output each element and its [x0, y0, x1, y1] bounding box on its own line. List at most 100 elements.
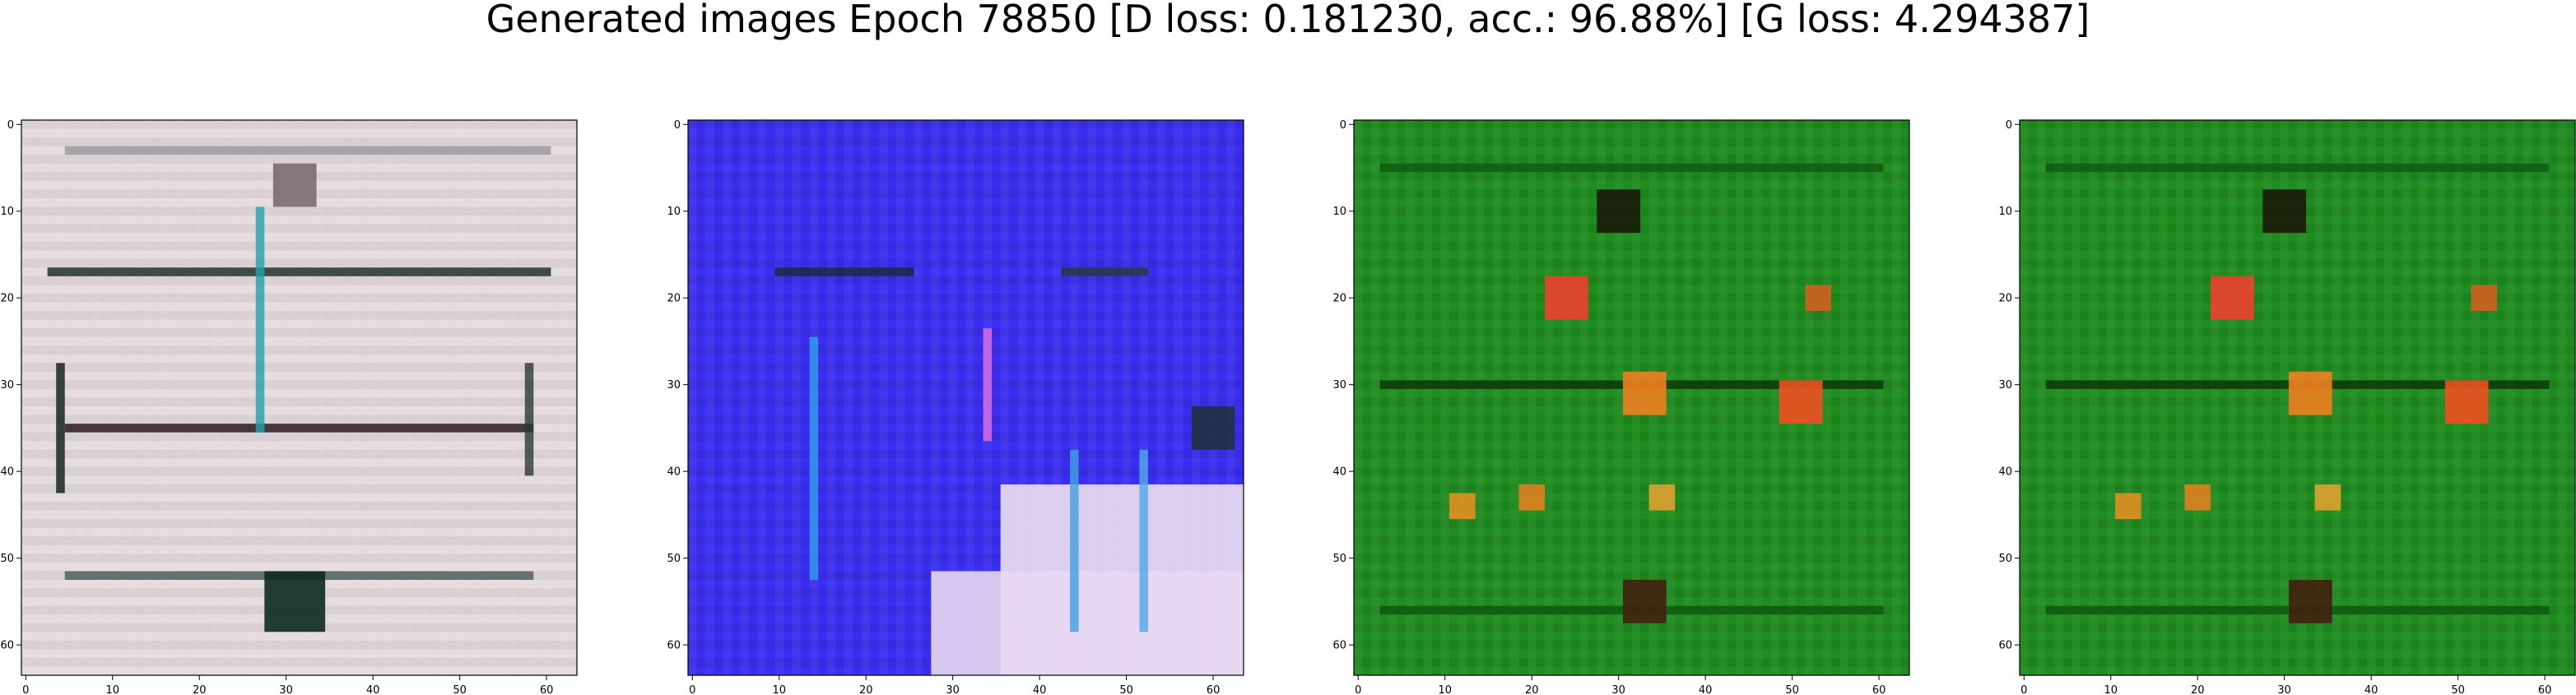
y-tick-label: 50: [1332, 553, 1346, 565]
pixel-col-shade: [368, 120, 378, 675]
pixel-row-shade: [2020, 623, 2575, 632]
pixel-row-shade: [688, 519, 1244, 528]
pixel-col-shade: [1527, 120, 1537, 675]
pixel-row-shade: [1354, 293, 1909, 303]
pixel-row-shade: [21, 536, 577, 545]
x-tick-label: 20: [2191, 684, 2205, 695]
pixel-col-shade: [1354, 120, 1363, 675]
pixel-col-shade: [2037, 120, 2046, 675]
y-tick-label: 50: [0, 553, 14, 565]
pixel-row-shade: [688, 224, 1244, 234]
pixel-col-shade: [333, 120, 343, 675]
pixel-col-shade: [2505, 120, 2515, 675]
x-tick-label: 20: [193, 684, 207, 695]
image-blob: [2471, 285, 2498, 312]
pixel-row-shade: [688, 363, 1244, 372]
y-tick-label: 60: [1998, 640, 2012, 652]
pixel-col-shade: [1562, 120, 1571, 675]
pixel-row-shade: [2020, 536, 2575, 545]
pixel-col-shade: [826, 120, 836, 675]
pixel-row-shade: [21, 657, 577, 667]
y-tick-label: 50: [1998, 553, 2012, 565]
x-tick-label: 40: [1699, 684, 1713, 695]
pixel-col-shade: [774, 120, 784, 675]
pixel-row-shade: [688, 484, 1244, 493]
pixel-row-shade: [688, 554, 1244, 563]
pixel-col-shade: [2262, 120, 2271, 675]
y-tick-label: 20: [667, 293, 681, 305]
pixel-col-shade: [1174, 120, 1183, 675]
y-tick-label: 60: [667, 640, 681, 652]
pixel-col-shade: [212, 120, 221, 675]
pixel-row-shade: [21, 502, 577, 511]
image-stripe-vertical: [255, 206, 265, 433]
y-tick-label: 60: [1332, 640, 1346, 652]
pixel-row-shade: [21, 554, 577, 563]
pixel-col-shade: [1492, 120, 1502, 675]
pixel-col-shade: [403, 120, 412, 675]
pixel-col-shade: [472, 120, 481, 675]
image-blob: [2444, 380, 2489, 424]
image-blob: [264, 571, 326, 632]
x-tick-label: 50: [453, 684, 467, 695]
pixel-col-shade: [1753, 120, 1762, 675]
pixel-col-shade: [948, 120, 957, 675]
pixel-row-shade: [1354, 519, 1909, 528]
pixel-col-shade: [281, 120, 291, 675]
pixel-row-shade: [688, 258, 1244, 268]
pixel-row-shade: [688, 328, 1244, 337]
pixel-row-shade: [21, 449, 577, 459]
pixel-col-shade: [1423, 120, 1432, 675]
pixel-row-shade: [1354, 432, 1909, 442]
pixel-row-shade: [1354, 241, 1909, 251]
y-tick-label: 0: [1340, 119, 1346, 132]
y-tick-label: 40: [667, 466, 681, 479]
x-tick-label: 50: [2451, 684, 2465, 695]
pixel-row-shade: [2020, 120, 2575, 129]
pixel-row-shade: [21, 415, 577, 424]
pixel-row-shade: [21, 380, 577, 389]
pixel-col-shade: [2540, 120, 2550, 675]
y-tick-label: 0: [2006, 119, 2012, 132]
pixel-row-shade: [2020, 311, 2575, 320]
pixel-col-shade: [177, 120, 187, 675]
pixel-row-shade: [688, 293, 1244, 303]
pixel-col-shade: [2488, 120, 2498, 675]
pixel-col-shade: [1139, 120, 1148, 675]
pixel-col-shade: [2523, 120, 2532, 675]
pixel-row-shade: [1354, 276, 1909, 285]
y-tick-label: 30: [1998, 379, 2012, 392]
pixel-row-shade: [688, 120, 1244, 129]
pixel-col-shade: [160, 120, 170, 675]
pixel-row-shade: [21, 241, 577, 251]
x-tick-label: 0: [1355, 684, 1361, 695]
pixel-col-shade: [73, 120, 82, 675]
pixel-col-shade: [1052, 120, 1062, 675]
x-tick-label: 60: [1207, 684, 1221, 695]
image-blob: [272, 163, 317, 207]
x-tick-label: 20: [1525, 684, 1539, 695]
pixel-col-shade: [879, 120, 888, 675]
pixel-row-shade: [21, 224, 577, 234]
x-tick-label: 50: [1785, 684, 1799, 695]
y-tick-label: 30: [667, 379, 681, 392]
pixel-col-shade: [2366, 120, 2376, 675]
pixel-row-shade: [21, 640, 577, 650]
pixel-row-shade: [21, 311, 577, 320]
pixel-col-shade: [2089, 120, 2098, 675]
image-blob: [2262, 189, 2307, 234]
x-tick-label: 10: [2104, 684, 2118, 695]
image-stripe-horizontal: [1379, 163, 1884, 173]
pixel-row-shade: [688, 206, 1244, 216]
y-tick-label: 30: [1332, 379, 1346, 392]
image-panel: 0 10 20 30 40 50 60 0 10 20 30 40 50 60: [0, 119, 578, 695]
y-tick-label: 40: [0, 466, 14, 479]
pixel-col-shade: [1156, 120, 1166, 675]
axes-frame: [1353, 119, 1910, 676]
pixel-row-shade: [2020, 155, 2575, 164]
pixel-col-shade: [723, 120, 732, 675]
pixel-col-shade: [2332, 120, 2341, 675]
pixel-col-shade: [2141, 120, 2151, 675]
x-tick-label: 40: [1033, 684, 1047, 695]
